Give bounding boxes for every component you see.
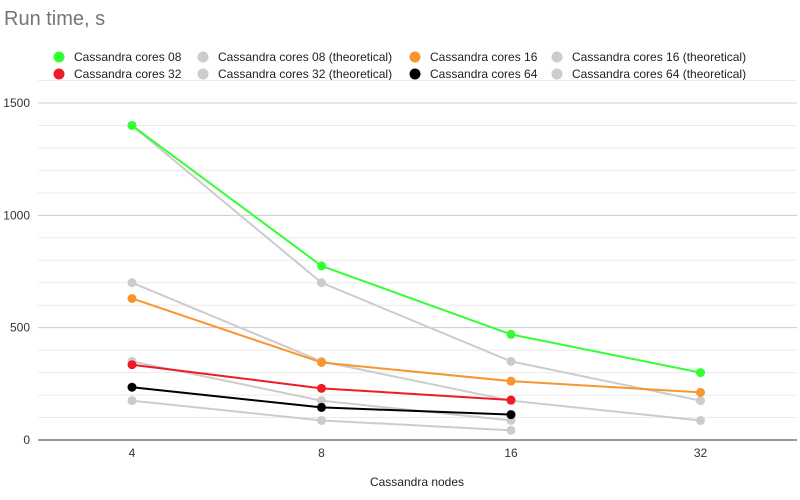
legend-swatch — [53, 68, 65, 80]
y-tick-label: 1500 — [3, 96, 30, 110]
series-line — [131, 124, 701, 402]
legend-item: Cassandra cores 32 (theoretical) — [197, 67, 392, 81]
data-point — [317, 383, 326, 393]
data-point — [127, 396, 137, 406]
gridlines — [38, 80, 797, 441]
y-tick-label: 1000 — [3, 208, 30, 222]
legend-label: Cassandra cores 16 (theoretical) — [572, 50, 746, 64]
legend-item: Cassandra cores 08 (theoretical) — [197, 50, 392, 64]
legend-label: Cassandra cores 08 (theoretical) — [218, 50, 392, 64]
data-point — [696, 368, 705, 378]
data-point — [696, 387, 705, 397]
data-point — [317, 261, 326, 271]
legend-label: Cassandra cores 16 — [430, 50, 538, 64]
y-tick-label: 500 — [10, 321, 30, 335]
legend-item: Cassandra cores 64 (theoretical) — [551, 67, 746, 81]
legend-item: Cassandra cores 32 — [53, 67, 182, 81]
series-lines — [131, 124, 701, 432]
legend-label: Cassandra cores 32 (theoretical) — [218, 67, 392, 81]
data-point — [696, 396, 705, 406]
data-point — [317, 396, 326, 406]
data-point — [317, 357, 326, 367]
x-axis-title: Cassandra nodes — [370, 475, 464, 489]
legend-swatch — [551, 51, 563, 63]
data-point — [127, 360, 137, 370]
y-axis: 0 500 1000 1500 — [3, 96, 30, 447]
data-point — [506, 329, 516, 339]
series-line — [131, 124, 701, 374]
legend-label: Cassandra cores 64 (theoretical) — [572, 67, 746, 81]
chart-title: Run time, s — [4, 8, 105, 30]
data-point — [317, 402, 326, 412]
series-line — [131, 297, 701, 394]
data-point — [506, 356, 516, 366]
legend-item: Cassandra cores 64 — [409, 67, 538, 81]
x-tick-label: 4 — [129, 446, 136, 460]
legend-item: Cassandra cores 16 (theoretical) — [551, 50, 746, 64]
legend-label: Cassandra cores 08 — [74, 50, 182, 64]
data-point — [127, 293, 137, 303]
data-point — [506, 395, 516, 405]
legend-label: Cassandra cores 32 — [74, 67, 182, 81]
legend: Cassandra cores 08 Cassandra cores 08 (th… — [53, 50, 746, 81]
x-axis: 4 8 16 32 — [129, 446, 708, 460]
legend-swatch — [197, 51, 209, 63]
x-tick-label: 8 — [318, 446, 325, 460]
y-tick-label: 0 — [23, 433, 30, 447]
legend-item: Cassandra cores 16 — [409, 50, 538, 64]
x-tick-label: 16 — [504, 446, 518, 460]
data-point — [127, 120, 137, 130]
legend-swatch — [53, 51, 65, 63]
legend-item: Cassandra cores 08 — [53, 50, 182, 64]
legend-swatch — [409, 51, 421, 63]
series-line — [131, 281, 701, 422]
data-point — [317, 415, 326, 425]
legend-swatch — [409, 68, 421, 80]
series-points — [127, 120, 705, 435]
legend-swatch — [551, 68, 563, 80]
x-tick-label: 32 — [694, 446, 708, 460]
legend-label: Cassandra cores 64 — [430, 67, 538, 81]
data-point — [696, 415, 705, 425]
data-point — [506, 410, 516, 420]
data-point — [506, 376, 516, 386]
data-point — [506, 425, 516, 435]
legend-swatch — [197, 68, 209, 80]
data-point — [127, 382, 137, 392]
data-point — [127, 278, 137, 288]
data-point — [317, 278, 326, 288]
